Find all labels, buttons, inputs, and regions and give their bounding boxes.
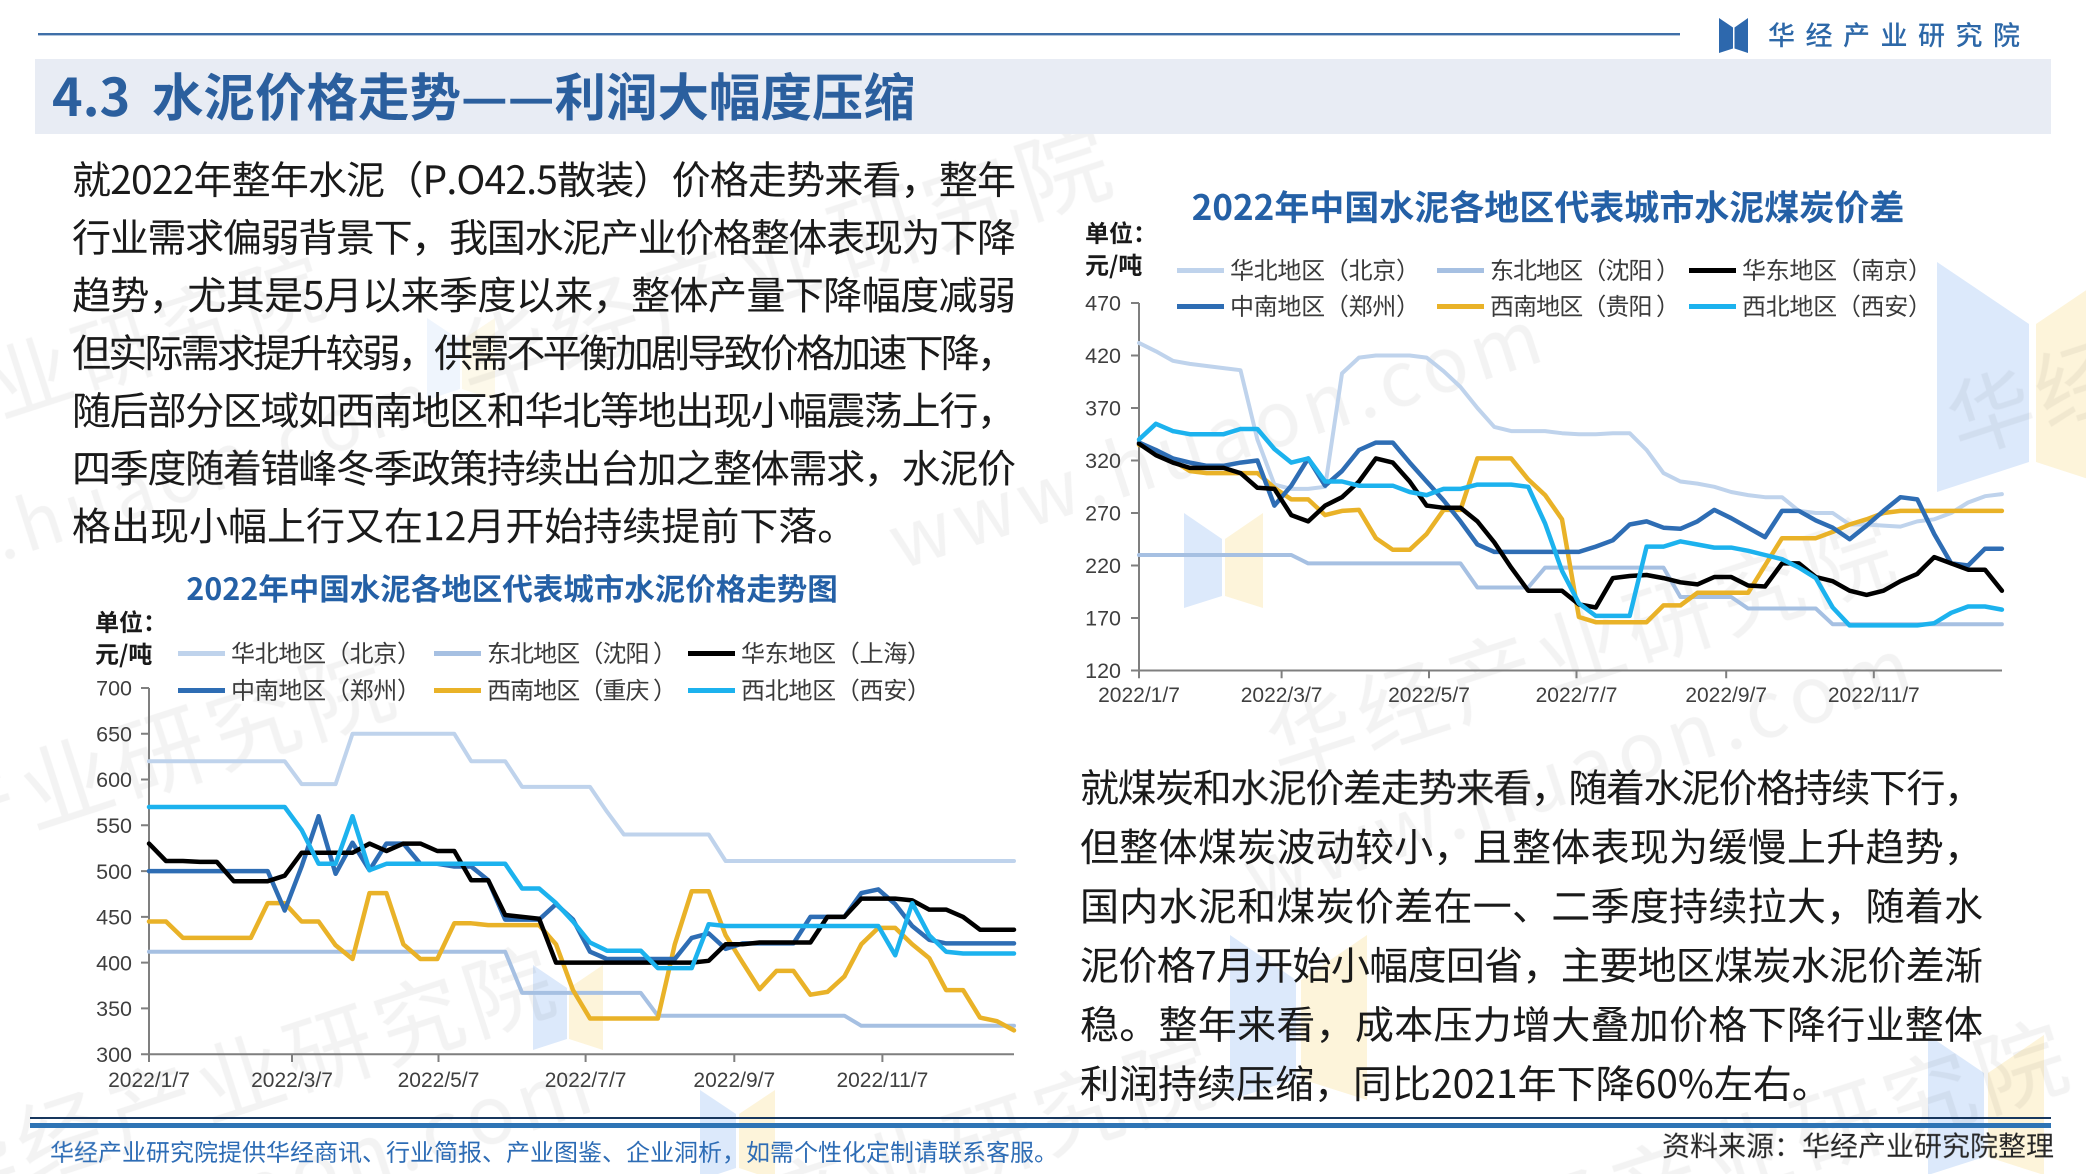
svg-text:2022/7/7: 2022/7/7 xyxy=(545,1069,627,1092)
svg-text:2022/5/7: 2022/5/7 xyxy=(1388,684,1470,707)
svg-text:400: 400 xyxy=(96,951,132,975)
svg-text:700: 700 xyxy=(96,677,132,701)
svg-text:2022/3/7: 2022/3/7 xyxy=(1241,684,1323,707)
svg-text:2022/3/7: 2022/3/7 xyxy=(251,1069,333,1092)
svg-text:2022/11/7: 2022/11/7 xyxy=(836,1069,928,1092)
svg-text:500: 500 xyxy=(96,860,132,884)
svg-text:370: 370 xyxy=(1085,397,1121,421)
svg-text:2022/5/7: 2022/5/7 xyxy=(398,1069,480,1092)
svg-text:600: 600 xyxy=(96,768,132,792)
svg-text:550: 550 xyxy=(96,814,132,838)
svg-text:2022/9/7: 2022/9/7 xyxy=(1685,684,1767,707)
svg-text:350: 350 xyxy=(96,997,132,1021)
svg-text:650: 650 xyxy=(96,723,132,747)
svg-text:120: 120 xyxy=(1085,659,1121,683)
svg-text:420: 420 xyxy=(1085,344,1121,368)
svg-text:450: 450 xyxy=(96,906,132,930)
svg-text:170: 170 xyxy=(1085,607,1121,631)
svg-text:300: 300 xyxy=(96,1043,132,1067)
svg-text:470: 470 xyxy=(1085,292,1121,316)
svg-text:2022/9/7: 2022/9/7 xyxy=(693,1069,775,1092)
svg-text:220: 220 xyxy=(1085,554,1121,578)
svg-text:2022/1/7: 2022/1/7 xyxy=(108,1069,190,1092)
svg-text:2022/11/7: 2022/11/7 xyxy=(1828,684,1920,707)
svg-text:270: 270 xyxy=(1085,502,1121,526)
svg-text:320: 320 xyxy=(1085,449,1121,473)
svg-text:2022/1/7: 2022/1/7 xyxy=(1098,684,1180,707)
svg-text:2022/7/7: 2022/7/7 xyxy=(1536,684,1618,707)
